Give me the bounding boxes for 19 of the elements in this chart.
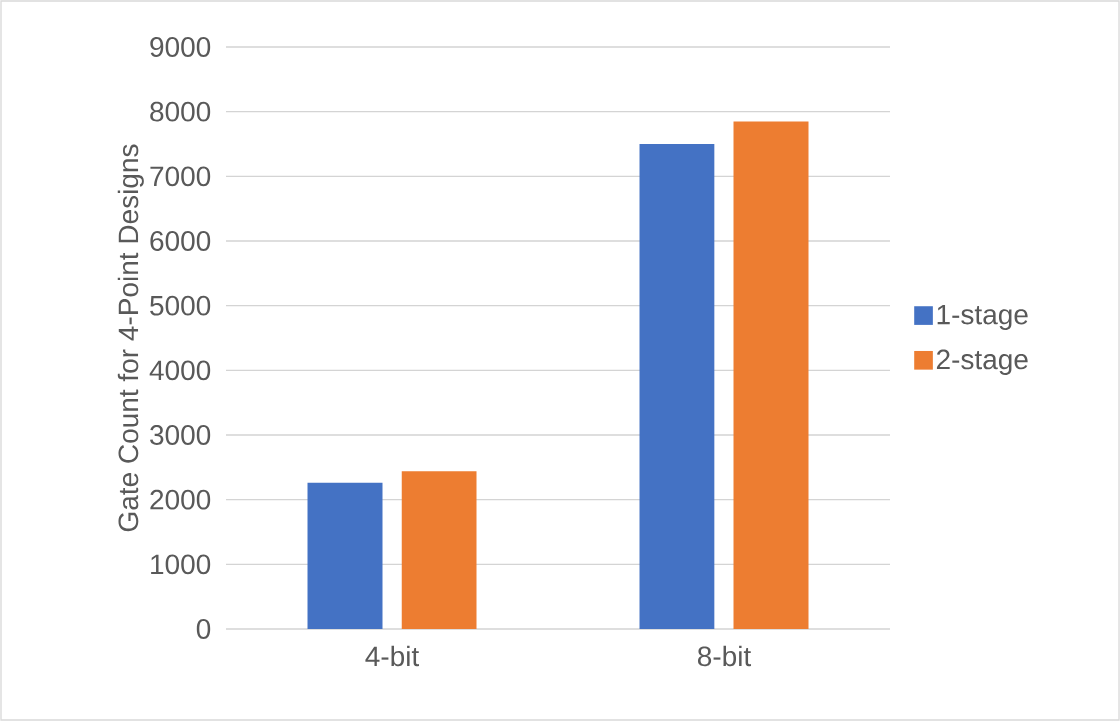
y-tick-label: 9000 [150,37,211,57]
legend-label: 1-stage [937,304,1028,331]
legend-label: 2-stage [936,349,1028,375]
bar [639,144,715,629]
x-tick-label: 8-bit [697,645,752,667]
bar [307,482,383,629]
bar [401,471,477,629]
y-tick-label: 5000 [150,295,211,316]
y-tick-label: 4000 [149,360,211,381]
y-tick-label: 3000 [150,425,211,445]
y-tick-label: 8000 [150,101,211,122]
y-tick-label: 6000 [150,231,211,251]
y-tick-label: 7000 [150,166,211,187]
y-axis-title: Gate Count for 4-Point Designs [117,144,144,532]
y-tick-label: 0 [196,619,211,639]
bar [733,121,809,629]
y-tick-label: 1000 [151,554,211,575]
y-tick-label: 2000 [150,489,211,510]
x-tick-label: 4-bit [365,645,420,667]
